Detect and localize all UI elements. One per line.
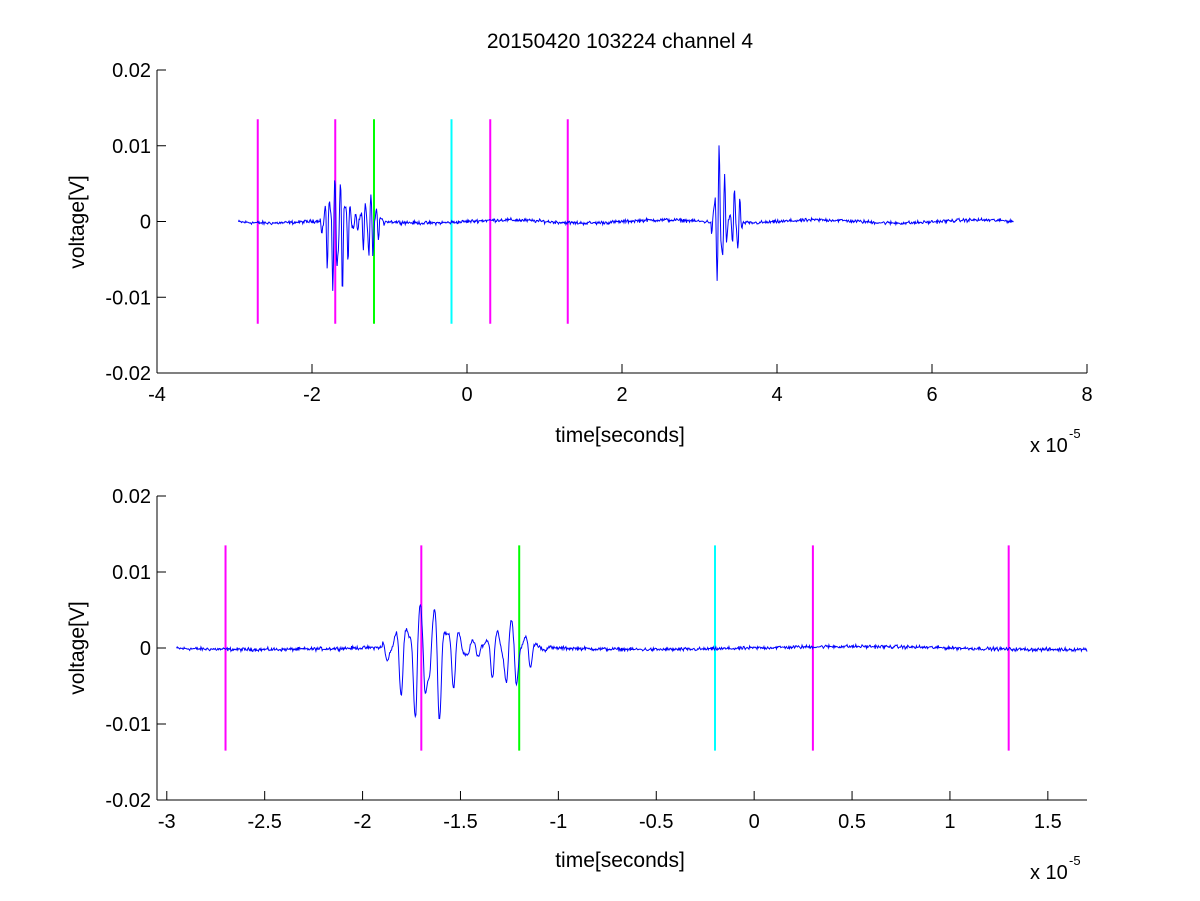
x-tick-label: 2: [616, 384, 627, 406]
y-tick-label: 0.01: [112, 562, 151, 584]
x-tick-label: 6: [926, 384, 937, 406]
y-tick-label: 0.01: [112, 136, 151, 158]
signal-trace: [237, 145, 1014, 291]
x-tick-label: -2.5: [247, 811, 281, 833]
x-tick-label: 0.5: [838, 811, 866, 833]
x-tick-label: -4: [148, 384, 166, 406]
x-tick-label: -2: [303, 384, 321, 406]
x-tick-label: 0: [749, 811, 760, 833]
x-tick-label: -3: [158, 811, 176, 833]
y-tick-label: 0.02: [112, 60, 151, 82]
x-tick-label: -0.5: [639, 811, 673, 833]
y-axis-label: voltage[V]: [66, 175, 89, 268]
bottom-subplot: -3 -2.5 -2 -1.5 -1 -0.5 0 0.5 1 1.5 0.02 0.01 0 -0.0…: [66, 486, 1088, 884]
y-tick-label: -0.01: [105, 287, 151, 309]
x-ticks: -4 -2 0 2 4 6 8: [148, 364, 1093, 406]
y-axis-label: voltage[V]: [66, 601, 89, 694]
y-ticks: 0.02 0.01 0 -0.01 -0.02: [105, 60, 166, 385]
y-tick-label: -0.02: [105, 790, 151, 812]
top-subplot: 20150420 103224 channel 4 -4 -2 0 2 4 6 8 0.02…: [66, 30, 1093, 457]
x-tick-label: -1.5: [443, 811, 477, 833]
signal-trace: [176, 603, 1088, 720]
x-scale-exponent: -5: [1069, 426, 1081, 441]
y-tick-label: -0.02: [105, 363, 151, 385]
y-ticks: 0.02 0.01 0 -0.01 -0.02: [105, 486, 166, 812]
x-scale-label: x 10: [1030, 435, 1068, 457]
signal-line: [237, 145, 1014, 291]
y-tick-label: 0: [140, 212, 151, 234]
x-scale-exponent: -5: [1069, 853, 1081, 868]
x-ticks: -3 -2.5 -2 -1.5 -1 -0.5 0 0.5 1 1.5: [158, 791, 1062, 833]
y-tick-label: -0.01: [105, 714, 151, 736]
signal-line: [176, 603, 1088, 720]
x-tick-label: 4: [771, 384, 782, 406]
x-axis-label: time[seconds]: [555, 849, 685, 872]
chart-title: 20150420 103224 channel 4: [487, 30, 754, 53]
x-tick-label: 8: [1081, 384, 1092, 406]
x-tick-label: -1: [549, 811, 567, 833]
y-tick-label: 0.02: [112, 486, 151, 508]
x-tick-label: 1: [944, 811, 955, 833]
x-tick-label: 0: [461, 384, 472, 406]
x-scale-label: x 10: [1030, 862, 1068, 884]
x-axis-label: time[seconds]: [555, 424, 685, 447]
x-tick-label: -2: [354, 811, 372, 833]
y-tick-label: 0: [140, 638, 151, 660]
x-tick-label: 1.5: [1034, 811, 1062, 833]
